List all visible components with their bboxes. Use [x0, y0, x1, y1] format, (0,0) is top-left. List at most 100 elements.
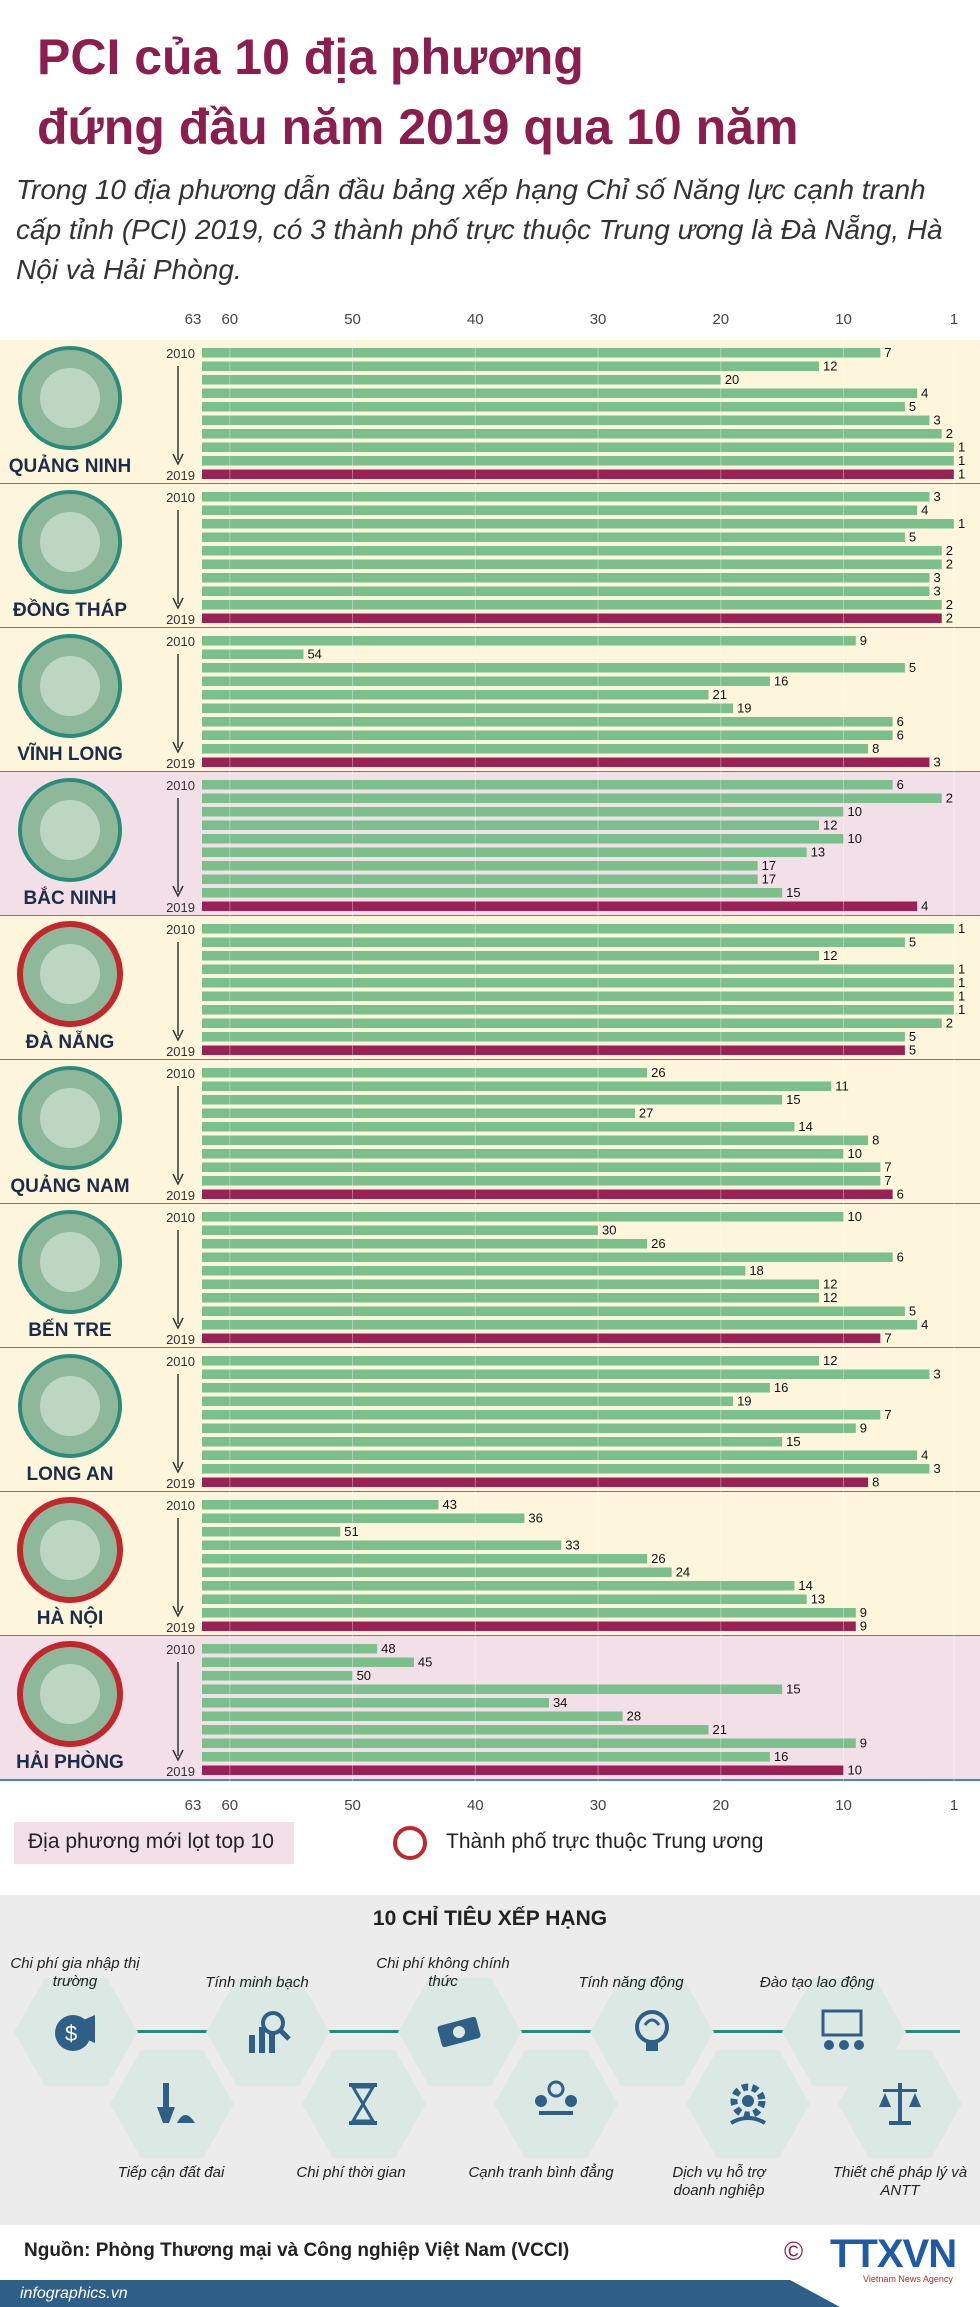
- bar-0-2016: [202, 429, 942, 439]
- bar-label-5-2017: 7: [884, 1160, 891, 1175]
- bar-9-2018: [202, 1752, 770, 1762]
- dynamism-icon: [590, 1978, 714, 2086]
- criteria-label-transparency: Tính minh bạch: [205, 1974, 309, 1991]
- bar-6-2013: [202, 1252, 893, 1262]
- bar-label-3-2019: 4: [921, 899, 928, 914]
- bar-4-2016: [202, 1005, 954, 1015]
- bar-8-2017: [202, 1594, 807, 1604]
- axis-tick-bottom-60: 60: [221, 1797, 238, 1810]
- bar-label-1-2016: 3: [933, 570, 940, 585]
- bar-9-2017: [202, 1738, 856, 1748]
- bar-label-8-2010: 43: [442, 1497, 456, 1512]
- bar-7-2015: [202, 1423, 856, 1433]
- bar-label-4-2011: 5: [909, 935, 916, 950]
- bar-5-2015: [202, 1135, 869, 1145]
- province-photo-highlight-5: [40, 1088, 100, 1148]
- bar-label-8-2015: 24: [676, 1565, 690, 1580]
- year-end-label-2: 2019: [166, 756, 195, 771]
- year-arrow-head-4: [172, 1029, 184, 1042]
- bar-6-2014: [202, 1266, 746, 1276]
- gear-icon: [686, 2050, 810, 2158]
- bar-1-2014: [202, 546, 942, 556]
- bar-label-5-2019: 6: [897, 1187, 904, 1202]
- bar-label-9-2013: 15: [786, 1682, 800, 1697]
- year-arrow-head-9: [172, 1749, 184, 1762]
- bar-label-3-2014: 10: [848, 831, 862, 846]
- bar-label-4-2014: 1: [958, 975, 965, 990]
- year-end-label-5: 2019: [166, 1188, 195, 1203]
- bar-label-1-2010: 3: [933, 489, 940, 504]
- bar-label-7-2018: 3: [933, 1461, 940, 1476]
- bar-label-6-2010: 10: [848, 1209, 862, 1224]
- footer-site[interactable]: infographics.vn: [20, 2285, 128, 2302]
- svg-text:$: $: [65, 2021, 77, 2046]
- bar-9-2019: [202, 1765, 844, 1775]
- province-name-3: BẮC NINH: [24, 887, 117, 909]
- bar-9-2011: [202, 1657, 414, 1667]
- year-arrow-head-2: [172, 741, 184, 754]
- year-arrow-head-7: [172, 1461, 184, 1474]
- bar-label-7-2014: 7: [884, 1407, 891, 1422]
- axis-tick-bottom-10: 10: [835, 1797, 852, 1810]
- axis-tick-top-63: 63: [185, 311, 202, 328]
- bar-6-2016: [202, 1293, 819, 1303]
- bar-8-2016: [202, 1581, 795, 1591]
- bar-0-2017: [202, 442, 954, 452]
- province-ring-7: [18, 1354, 122, 1458]
- axis-tick-bottom-40: 40: [467, 1797, 484, 1810]
- axis-tick-top-40: 40: [467, 311, 484, 328]
- bar-label-7-2013: 19: [737, 1394, 751, 1409]
- bar-1-2013: [202, 532, 905, 542]
- province-photo-highlight-0: [40, 368, 100, 428]
- bar-label-2-2016: 6: [897, 714, 904, 729]
- bar-5-2019: [202, 1189, 893, 1199]
- year-start-label-1: 2010: [166, 490, 195, 505]
- bar-9-2013: [202, 1684, 783, 1694]
- year-start-label-8: 2010: [166, 1498, 195, 1513]
- bar-5-2017: [202, 1162, 881, 1172]
- bar-label-4-2010: 1: [958, 921, 965, 936]
- bar-8-2019: [202, 1621, 856, 1631]
- bar-label-4-2012: 12: [823, 948, 837, 963]
- bar-label-4-2016: 1: [958, 1002, 965, 1017]
- bar-6-2019: [202, 1333, 881, 1343]
- bar-7-2018: [202, 1464, 930, 1474]
- bar-label-8-2012: 51: [344, 1524, 358, 1539]
- province-name-2: VĨNH LONG: [17, 743, 123, 765]
- axis-tick-bottom-1: 1: [950, 1797, 958, 1810]
- criteria-label-informal-cost: Chi phí không chính thức: [376, 1955, 510, 1990]
- subtitle: Trong 10 địa phương dẫn đầu bảng xếp hạn…: [16, 174, 943, 285]
- bar-label-0-2019: 1: [958, 467, 965, 482]
- bar-2-2016: [202, 717, 893, 727]
- year-end-label-9: 2019: [166, 1764, 195, 1779]
- bar-3-2017: [202, 874, 758, 884]
- bar-label-1-2013: 5: [909, 530, 916, 545]
- bar-3-2010: [202, 780, 893, 790]
- bar-label-4-2015: 1: [958, 989, 965, 1004]
- bar-6-2018: [202, 1320, 918, 1330]
- year-arrow-head-0: [172, 453, 184, 466]
- province-name-7: LONG AN: [27, 1464, 114, 1485]
- province-photo-highlight-7: [40, 1376, 100, 1436]
- criteria-label-land: Tiếp cận đất đai: [117, 2164, 225, 2181]
- bar-5-2010: [202, 1068, 648, 1078]
- bar-0-2019: [202, 469, 954, 479]
- bar-label-3-2013: 12: [823, 818, 837, 833]
- bar-0-2012: [202, 375, 721, 385]
- bar-8-2015: [202, 1567, 672, 1577]
- bar-3-2013: [202, 820, 819, 830]
- bar-label-1-2014: 2: [946, 543, 953, 558]
- bar-label-9-2011: 45: [418, 1655, 432, 1670]
- bar-2-2015: [202, 703, 734, 713]
- bar-1-2012: [202, 519, 954, 529]
- bar-4-2013: [202, 964, 954, 974]
- city-ring-icon-9: [17, 1641, 123, 1747]
- city-ring-icon-4: [17, 921, 123, 1027]
- bar-label-7-2017: 4: [921, 1448, 928, 1463]
- bar-label-2-2019: 3: [933, 755, 940, 770]
- bar-label-3-2011: 2: [946, 791, 953, 806]
- province-ring-3: [18, 778, 122, 882]
- bar-9-2016: [202, 1725, 709, 1735]
- axis-tick-top-20: 20: [712, 311, 729, 328]
- bar-5-2016: [202, 1149, 844, 1159]
